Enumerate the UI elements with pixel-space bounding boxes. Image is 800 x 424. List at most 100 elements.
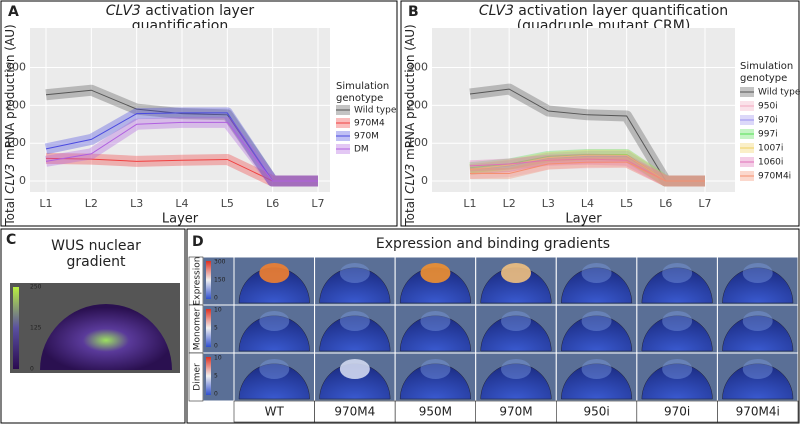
colorbar-tick: 125 <box>30 325 42 332</box>
expression-spot <box>501 359 531 379</box>
colorbar-tick: 150 <box>214 277 226 284</box>
expression-spot <box>259 359 290 379</box>
tissue-image <box>561 267 633 304</box>
plot-area <box>30 28 330 192</box>
x-tick-label: L5 <box>620 197 633 210</box>
legend-title: genotype <box>336 93 383 104</box>
title-part: CLV3 <box>106 3 141 19</box>
x-tick-label: L4 <box>581 197 594 210</box>
panel-label: B <box>408 4 419 20</box>
column-label: 970i <box>664 405 690 419</box>
legend-label: 970M <box>354 132 379 142</box>
tissue-image <box>319 315 391 352</box>
x-tick-label: L1 <box>463 197 476 210</box>
x-axis-label: Layer <box>565 212 602 227</box>
colorbar <box>13 287 19 369</box>
colorbar-tick: 250 <box>30 284 42 291</box>
column-label: 950i <box>583 405 609 419</box>
legend-label: 970M4 <box>354 119 385 129</box>
x-tick-label: L1 <box>39 197 52 210</box>
expression-spot <box>420 263 451 283</box>
row-label: Dimer <box>193 363 203 391</box>
expression-spot <box>662 359 693 379</box>
expression-spot <box>581 311 612 331</box>
expression-spot <box>501 311 531 331</box>
expression-spot <box>259 311 290 331</box>
column-label: 970M4i <box>736 405 780 419</box>
tissue-image <box>722 363 794 400</box>
legend-label: 950i <box>758 102 778 112</box>
colorbar-tick: 300 <box>214 259 226 266</box>
legend-label: 997i <box>758 130 778 140</box>
column-label: WT <box>265 405 285 419</box>
panel-label: A <box>8 4 19 20</box>
y-label-part: Total <box>3 194 17 227</box>
colorbar-tick: 0 <box>30 366 34 373</box>
panel-frame <box>186 228 800 424</box>
x-tick-label: L3 <box>130 197 143 210</box>
expression-spot <box>420 311 451 331</box>
panel-label: C <box>6 232 16 248</box>
legend-label: DM <box>354 145 369 155</box>
y-tick-label: 300 <box>407 61 428 74</box>
tissue-image <box>238 315 310 352</box>
expression-spot <box>742 359 773 379</box>
colorbar-tick: 0 <box>214 295 218 302</box>
y-label-part: Total <box>403 194 417 227</box>
colorbar-tick: 5 <box>214 325 218 332</box>
y-tick-label: 300 <box>5 61 26 74</box>
expression-spot <box>339 311 370 331</box>
legend-label: Wild type <box>354 106 397 116</box>
x-tick-label: L3 <box>542 197 555 210</box>
expression-spot <box>339 263 370 283</box>
expression-spot <box>662 263 693 283</box>
y-label-part: mRNA production (AU) <box>3 24 17 163</box>
x-tick-label: L7 <box>311 197 324 210</box>
legend-label: 970M4i <box>758 172 791 182</box>
title-part: CLV3 <box>479 3 514 19</box>
panel-frame <box>0 228 186 424</box>
tissue-image <box>722 267 794 304</box>
legend-label: 970i <box>758 116 778 126</box>
legend-title: Simulation <box>740 61 793 72</box>
row-label: Expression <box>193 257 203 306</box>
y-tick-label: 0 <box>19 174 26 187</box>
tissue-image <box>641 267 713 304</box>
tissue-image <box>319 267 391 304</box>
chart-title: CLV3 activation layer <box>106 3 255 19</box>
colorbar-tick: 10 <box>214 355 222 362</box>
tissue-image <box>722 315 794 352</box>
x-tick-label: L4 <box>175 197 188 210</box>
title-part: activation layer <box>141 3 255 19</box>
panel-frame <box>400 0 800 227</box>
tissue-image <box>641 363 713 400</box>
x-tick-label: L6 <box>266 197 279 210</box>
y-tick-label: 100 <box>407 136 428 149</box>
colorbar <box>206 357 211 395</box>
y-tick-label: 100 <box>5 136 26 149</box>
plot-area <box>432 28 735 192</box>
y-label-part: CLV3 <box>3 164 17 194</box>
panel-title: WUS nuclear <box>51 238 141 254</box>
expression-spot <box>420 359 451 379</box>
colorbar-tick: 10 <box>214 307 222 314</box>
x-axis-label: Layer <box>162 212 199 227</box>
y-tick-label: 0 <box>421 174 428 187</box>
expression-spot <box>742 263 773 283</box>
column-label: 970M4 <box>334 405 375 419</box>
y-axis-label: Total CLV3 mRNA production (AU) <box>403 24 417 226</box>
series-line <box>470 161 705 182</box>
y-axis-label: Total CLV3 mRNA production (AU) <box>3 24 17 226</box>
tissue-image <box>641 315 713 352</box>
legend-title: Simulation <box>336 81 389 92</box>
panel-title: gradient <box>67 254 126 270</box>
tissue-image <box>399 363 471 400</box>
colorbar <box>206 309 211 347</box>
tissue-image <box>561 363 633 400</box>
legend-label: 1007i <box>758 144 783 154</box>
expression-spot <box>581 359 612 379</box>
y-label-part: mRNA production (AU) <box>403 24 417 163</box>
column-label-bg <box>717 400 799 423</box>
expression-spot <box>259 263 290 283</box>
tissue-image <box>480 315 552 352</box>
